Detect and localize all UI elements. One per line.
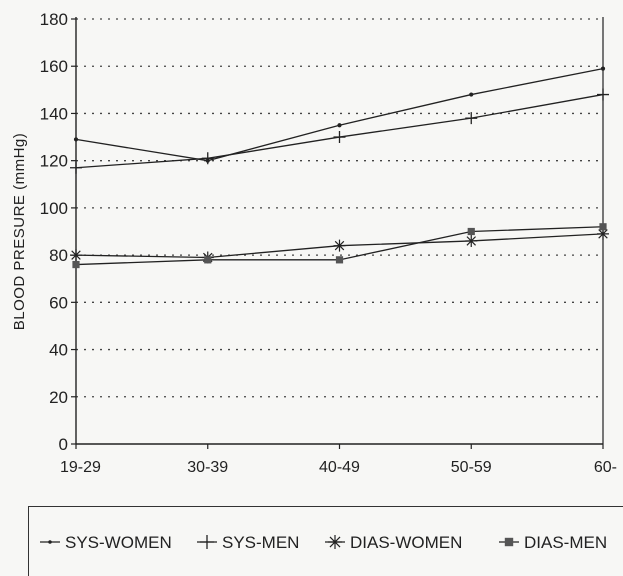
x-tick-label: 30-39 — [187, 459, 228, 476]
y-tick-label: 20 — [49, 388, 68, 407]
y-tick-label: 160 — [40, 57, 68, 76]
sys-men-plus-marker — [70, 161, 82, 174]
y-tick-label: 140 — [40, 104, 68, 123]
legend-sys-women-dot-marker — [48, 540, 52, 544]
sys-men-plus-marker — [597, 88, 609, 101]
x-tick-label: 19-29 — [60, 459, 101, 476]
dias-men-square-marker — [599, 223, 607, 231]
legend-dias-women-asterisk-marker — [328, 535, 342, 549]
dias-women-asterisk-marker — [333, 239, 346, 252]
y-tick-label: 0 — [59, 435, 68, 454]
dias-men-square-marker — [335, 256, 344, 264]
dias-men-square-marker — [72, 260, 80, 269]
sys-men-plus-marker — [201, 152, 214, 165]
y-tick-label: 100 — [40, 199, 68, 218]
sys-women-dot-marker — [73, 137, 79, 142]
dias-women-asterisk-marker — [70, 249, 82, 262]
sys-men-plus-marker — [465, 112, 478, 125]
legend-sys-women-label: SYS-WOMEN — [65, 533, 172, 552]
dias-men-square-marker — [204, 256, 212, 264]
sys-women-dot-marker — [469, 92, 474, 97]
legend-dias-men-label: DIAS-MEN — [524, 533, 607, 552]
sys-women-dot-marker — [337, 123, 342, 128]
dias-women-asterisk-marker — [597, 227, 609, 240]
x-tick-label: 40-49 — [319, 459, 360, 476]
y-tick-label: 120 — [40, 152, 68, 171]
y-tick-label: 40 — [49, 341, 68, 360]
x-tick-label: 60- — [594, 459, 617, 476]
legend-dias-men-square-marker — [504, 537, 514, 547]
dias-women-asterisk-marker — [465, 234, 478, 247]
dias-men-square-marker — [467, 227, 475, 236]
legend-dias-women-label: DIAS-WOMEN — [350, 533, 462, 552]
sys-women-line — [75, 67, 604, 162]
y-tick-label: 180 — [40, 10, 68, 29]
legend-frame — [28, 506, 623, 576]
x-tick-label: 50-59 — [451, 459, 492, 476]
legend-sys-men-label: SYS-MEN — [222, 533, 299, 552]
sys-women-dot-marker — [600, 66, 606, 71]
y-axis-title: BLOOD PRESURE (mmHg) — [11, 133, 28, 331]
sys-men-plus-marker — [333, 131, 346, 144]
legend-sys-men-plus-marker — [200, 535, 214, 549]
y-tick-label: 60 — [49, 293, 68, 312]
y-tick-label: 80 — [49, 246, 68, 265]
